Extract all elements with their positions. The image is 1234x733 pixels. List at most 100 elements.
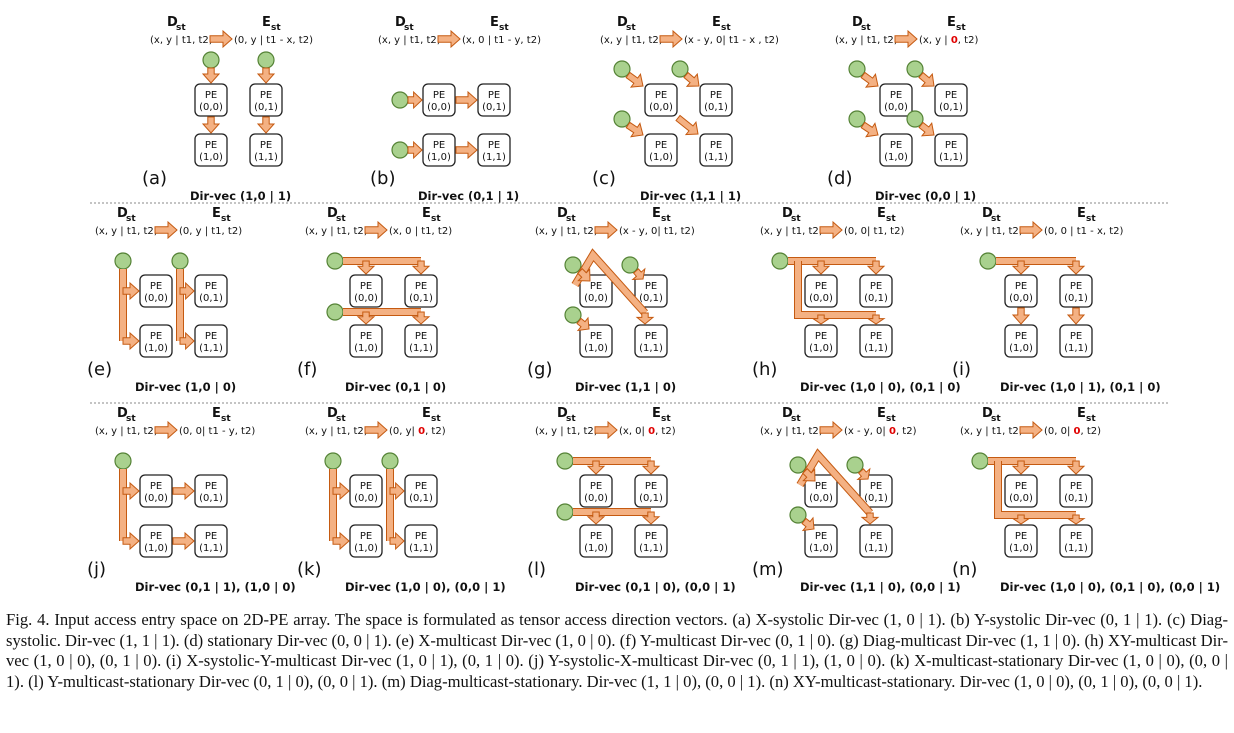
pe-label: PE xyxy=(655,90,667,101)
pe-coord: (1,0) xyxy=(584,343,608,354)
flow-arrow xyxy=(918,71,935,87)
e-st-formula: (0, y | t1 - x, t2) xyxy=(234,35,313,46)
pe-coord: (0,0) xyxy=(199,102,223,113)
pe-label: PE xyxy=(150,531,162,542)
pe-coord: (1,1) xyxy=(864,543,888,554)
d-st-label: D xyxy=(167,15,178,30)
e-st-subscript: st xyxy=(431,414,441,424)
flow-arrow xyxy=(860,71,879,88)
panel-letter: (i) xyxy=(952,359,971,380)
pe-coord: (1,1) xyxy=(639,343,663,354)
pe-box xyxy=(349,474,383,508)
input-source-circle xyxy=(326,303,344,321)
dir-vec-label: Dir-vec (0,1 | 1), (1,0 | 0) xyxy=(135,580,296,594)
pe-label: PE xyxy=(260,140,272,151)
pe-coord: (0,0) xyxy=(809,293,833,304)
pe-coord: (1,1) xyxy=(1064,543,1088,554)
flow-arrow xyxy=(407,90,423,110)
e-st-label: E xyxy=(490,15,499,30)
e-st-formula: (x - y, 0| t1 - x , t2) xyxy=(684,35,779,46)
figure-caption: Fig. 4. Input access entry space on 2D-P… xyxy=(6,610,1228,691)
flow-arrow xyxy=(641,460,661,475)
e-st-formula-tail: , t2) xyxy=(896,426,917,437)
flow-arrow xyxy=(364,220,388,240)
d-st-formula: (x, y | t1, t2) xyxy=(535,426,598,437)
pe-box xyxy=(934,133,968,167)
panel-letter: (a) xyxy=(142,168,167,189)
input-source-circle xyxy=(114,252,132,270)
dir-vec-label: Dir-vec (0,0 | 1) xyxy=(875,189,976,203)
pe-box xyxy=(579,524,613,558)
pe-coord: (0,1) xyxy=(639,293,663,304)
pe-box xyxy=(349,274,383,308)
pe-coord: (0,0) xyxy=(649,102,673,113)
d-st-label: D xyxy=(327,406,338,421)
pe-box xyxy=(859,524,893,558)
pe-coord: (0,1) xyxy=(1064,293,1088,304)
d-st-formula: (x, y | t1, t2) xyxy=(535,226,598,237)
d-st-subscript: st xyxy=(861,23,871,33)
pe-box xyxy=(194,474,228,508)
pe-coord: (1,0) xyxy=(884,152,908,163)
d-st-subscript: st xyxy=(336,414,346,424)
flow-arrow xyxy=(122,481,140,501)
pe-label: PE xyxy=(1015,281,1027,292)
pe-box xyxy=(1059,524,1093,558)
flow-arrow xyxy=(856,467,871,481)
pe-box xyxy=(249,83,283,117)
e-st-formula: (x, y | 0, t2) xyxy=(919,35,978,46)
d-st-formula: (x, y | t1, t2) xyxy=(305,426,368,437)
stationary-zero: 0 xyxy=(648,426,655,437)
flow-arrow xyxy=(801,516,815,532)
flow-arrow xyxy=(675,114,699,136)
flow-arrow xyxy=(437,29,461,49)
e-st-label: E xyxy=(422,206,431,221)
stationary-zero: 0 xyxy=(418,426,425,437)
dir-vec-label: Dir-vec (1,0 | 1) xyxy=(190,189,291,203)
pe-label: PE xyxy=(205,331,217,342)
pe-label: PE xyxy=(1070,331,1082,342)
input-source-circle xyxy=(906,60,924,78)
input-source-circle xyxy=(846,456,864,474)
e-st-subscript: st xyxy=(886,214,896,224)
pe-coord: (0,0) xyxy=(144,293,168,304)
pe-box xyxy=(859,474,893,508)
pe-box xyxy=(422,83,456,117)
pe-label: PE xyxy=(1015,331,1027,342)
pe-label: PE xyxy=(815,531,827,542)
flow-arrow xyxy=(1011,460,1031,475)
input-source-circle xyxy=(391,141,409,159)
pe-box xyxy=(139,274,173,308)
pe-box xyxy=(579,324,613,358)
d-st-label: D xyxy=(395,15,406,30)
pe-coord: (1,1) xyxy=(939,152,963,163)
pe-box xyxy=(634,274,668,308)
e-st-formula: (0, 0| 0, t2) xyxy=(1044,426,1101,437)
flow-arrow xyxy=(866,314,886,325)
input-source-circle xyxy=(391,91,409,109)
pe-label: PE xyxy=(710,140,722,151)
pe-label: PE xyxy=(870,281,882,292)
pe-coord: (1,1) xyxy=(1064,343,1088,354)
e-st-formula-tail: , t2) xyxy=(1081,426,1102,437)
input-source-circle xyxy=(613,110,631,128)
pe-label: PE xyxy=(590,481,602,492)
input-source-circle xyxy=(789,456,807,474)
pe-box xyxy=(699,83,733,117)
flow-arrow xyxy=(455,90,478,110)
pe-label: PE xyxy=(890,140,902,151)
dir-vec-label: Dir-vec (1,0 | 0), (0,0 | 1) xyxy=(345,580,506,594)
pe-label: PE xyxy=(655,140,667,151)
pe-label: PE xyxy=(1070,531,1082,542)
pe-box xyxy=(1059,474,1093,508)
flow-arrow xyxy=(389,481,405,501)
pe-box xyxy=(194,133,228,167)
flow-arrow xyxy=(407,140,423,160)
pe-label: PE xyxy=(1015,481,1027,492)
pe-coord: (1,1) xyxy=(254,152,278,163)
d-st-formula: (x, y | t1, t2) xyxy=(95,226,158,237)
pe-coord: (1,0) xyxy=(649,152,673,163)
pe-label: PE xyxy=(945,90,957,101)
